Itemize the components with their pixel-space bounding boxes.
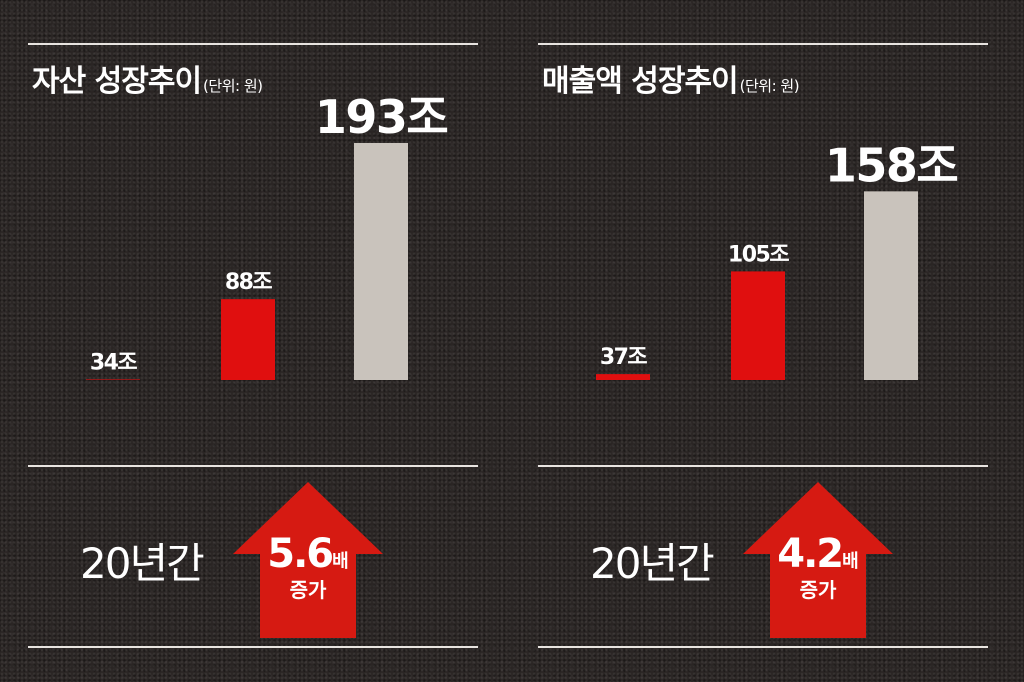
bar-value-label-2017: 158조 [825, 138, 958, 192]
bar-1998 [596, 374, 650, 380]
top-divider [538, 43, 988, 45]
revenue-growth-panel: 매출액 성장추이(단위: 원) 37조1998105조2008158조2017 … [538, 0, 988, 682]
bottom-divider [28, 646, 478, 648]
bottom-divider [538, 646, 988, 648]
asset-bar-chart: 34조199888조2008193조2017 [86, 90, 449, 380]
up-arrow-icon [233, 482, 383, 638]
arrow-text: 5.6배 증가 [233, 534, 383, 600]
bar-value-label-1998: 37조 [600, 345, 648, 370]
multiplier-value: 5.6 [267, 531, 334, 577]
chart-title: 자산 성장추이 [32, 64, 202, 99]
multiplier-value: 4.2 [777, 531, 844, 577]
bar-2008 [221, 299, 275, 380]
chart-title: 매출액 성장추이 [542, 64, 739, 99]
increase-label: 증가 [799, 578, 837, 602]
chart-title-row: 자산 성장추이 (단위: 원) [32, 56, 263, 100]
middle-divider [538, 465, 988, 467]
arrow-text: 4.2배 증가 [743, 534, 893, 600]
multiplier-unit: 배 [332, 551, 349, 572]
period-label: 20년간 [590, 539, 715, 588]
chart-title-row: 매출액 성장추이 (단위: 원) [542, 56, 800, 100]
multiplier-unit: 배 [842, 551, 859, 572]
bar-value-label-1998: 34조 [90, 350, 138, 375]
bar-value-label-2008: 88조 [225, 270, 273, 295]
middle-divider [28, 465, 478, 467]
up-arrow-icon [743, 482, 893, 638]
bar-value-label-2017: 193조 [315, 90, 448, 144]
bar-value-label-2008: 105조 [728, 242, 789, 267]
bar-2017 [354, 143, 408, 380]
unit-label: (단위: 원) [203, 77, 263, 95]
increase-arrow: 5.6배 증가 [233, 482, 383, 638]
revenue-bar-chart: 37조1998105조2008158조2017 [596, 138, 959, 380]
period-label: 20년간 [80, 539, 205, 588]
top-divider [28, 43, 478, 45]
asset-growth-panel: 자산 성장추이(단위: 원) 34조199888조2008193조2017 20… [28, 0, 478, 682]
increase-label: 증가 [289, 578, 327, 602]
unit-label: (단위: 원) [739, 77, 800, 95]
bar-1998 [86, 379, 140, 380]
bar-2008 [731, 271, 785, 380]
increase-arrow: 4.2배 증가 [743, 482, 893, 638]
bar-2017 [864, 191, 918, 380]
